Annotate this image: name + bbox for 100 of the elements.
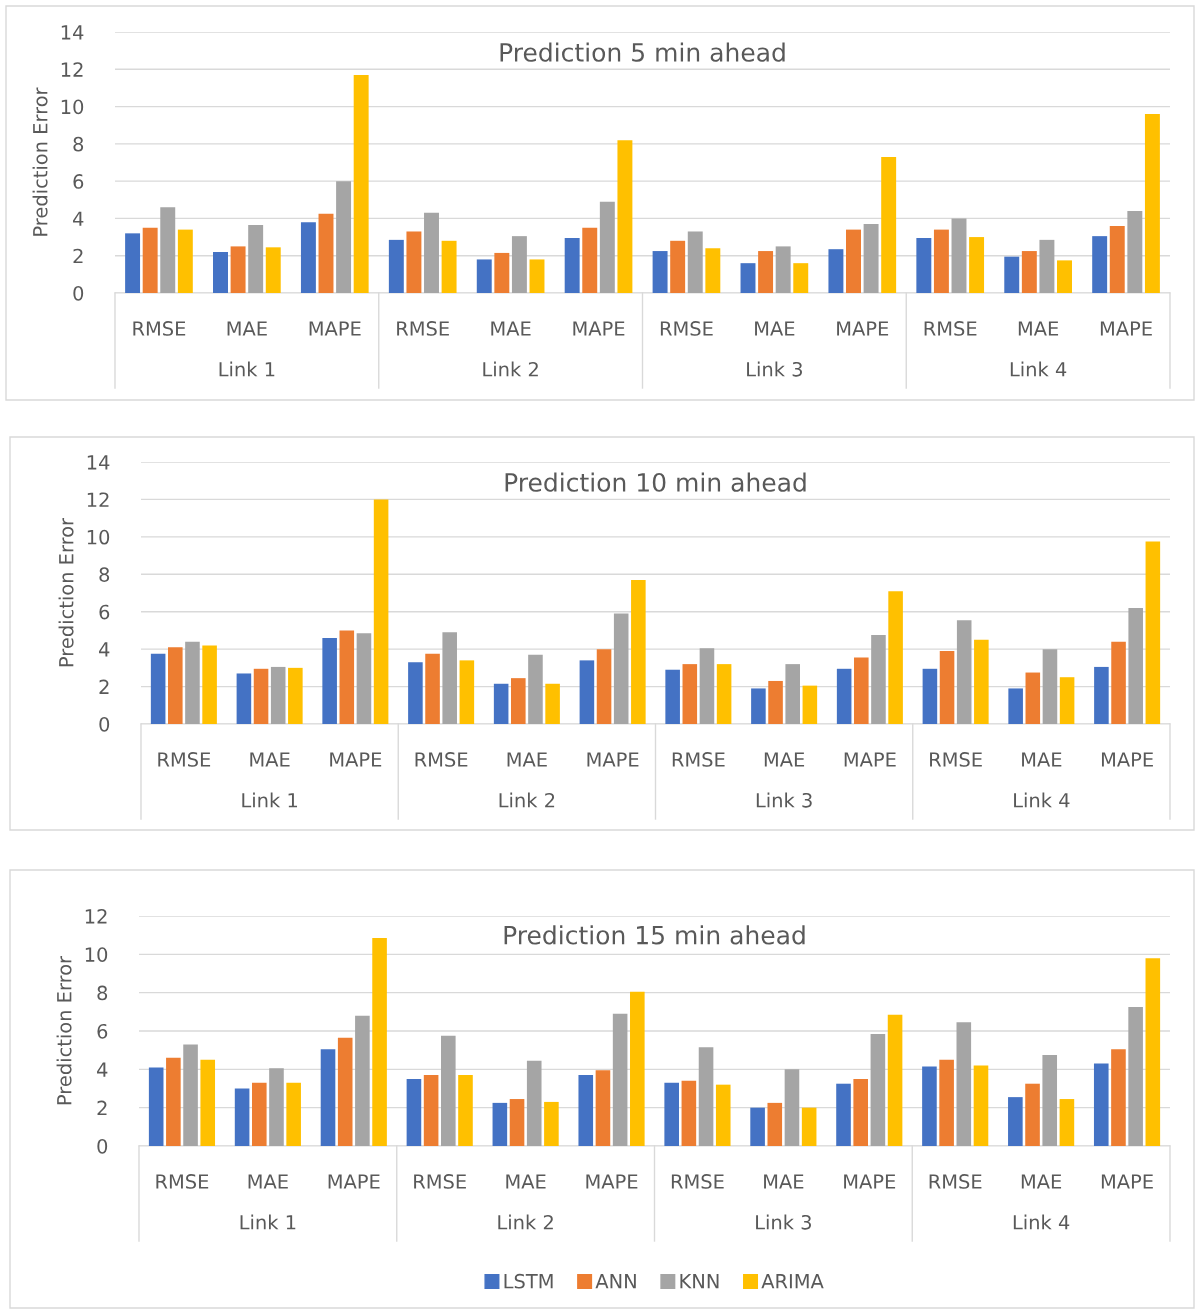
- legend-label: ARIMA: [761, 1274, 824, 1289]
- legend-label: ANN: [595, 1274, 636, 1289]
- bar: [185, 641, 200, 724]
- bar: [213, 251, 228, 293]
- y-tick-label: 14: [61, 25, 84, 40]
- bar: [1145, 541, 1161, 724]
- bar: [528, 654, 543, 724]
- x-tick-label: MAE: [227, 321, 267, 336]
- bar: [1008, 1097, 1023, 1146]
- bar: [871, 635, 886, 724]
- bar: [630, 991, 645, 1146]
- bar: [236, 673, 252, 724]
- bar: [544, 1101, 559, 1146]
- x-tick-label: RMSE: [660, 321, 713, 336]
- bar: [956, 620, 972, 724]
- bar: [922, 668, 938, 724]
- bar: [511, 236, 527, 293]
- x-tick-label: MAE: [764, 752, 805, 767]
- bar: [353, 74, 369, 293]
- bar: [1144, 114, 1160, 293]
- legend-label: LSTM: [504, 1273, 553, 1289]
- bar: [356, 633, 372, 724]
- x-tick-label: RMSE: [930, 752, 982, 767]
- bar: [1109, 225, 1125, 293]
- text: Link 4: [1013, 1214, 1070, 1230]
- text: Link 4: [1010, 361, 1067, 377]
- bar: [775, 246, 791, 293]
- bar: [698, 1047, 714, 1146]
- bar: [974, 639, 989, 724]
- x-tick-label: MAPE: [1101, 752, 1153, 767]
- x-tick-label: MAPE: [844, 752, 896, 767]
- bar: [599, 201, 615, 293]
- bar: [322, 637, 337, 724]
- x-tick-label: MAE: [507, 752, 547, 767]
- text: Link 1: [219, 361, 275, 377]
- bar: [1093, 1063, 1109, 1146]
- y-axis-title: Prediction Error: [56, 955, 72, 1105]
- bar: [888, 591, 903, 724]
- bar: [596, 649, 612, 724]
- x-tick-label: RMSE: [672, 752, 725, 767]
- x-tick-label: RMSE: [414, 1174, 466, 1189]
- bar: [1128, 1007, 1143, 1146]
- bar: [578, 1075, 594, 1146]
- bar: [836, 668, 852, 724]
- text: Link 3: [747, 361, 802, 377]
- x-tick-label: MAE: [250, 752, 290, 767]
- y-tick-label: 10: [85, 947, 108, 962]
- x-tick-label: RMSE: [156, 1174, 209, 1189]
- bar: [509, 1099, 525, 1146]
- x-tick-label: MAPE: [1100, 321, 1152, 336]
- bar: [168, 647, 183, 724]
- y-tick-label: 2: [99, 679, 109, 694]
- x-tick-label: MAPE: [844, 1174, 896, 1189]
- x-tick-label: RMSE: [929, 1174, 982, 1189]
- bar: [230, 246, 246, 293]
- bar: [493, 683, 509, 724]
- y-tick-label: 2: [97, 1100, 107, 1116]
- y-tick-label: 0: [73, 285, 84, 301]
- bar: [320, 1049, 336, 1146]
- x-tick-label: MAE: [1022, 752, 1062, 767]
- bar: [1042, 1054, 1058, 1146]
- y-tick-label: 6: [97, 1023, 108, 1039]
- text: Link 4: [1014, 792, 1070, 808]
- bar: [716, 664, 732, 724]
- bar: [973, 1065, 989, 1146]
- bar: [202, 645, 217, 724]
- bar: [494, 252, 510, 293]
- text: Link 3: [756, 1214, 811, 1230]
- x-tick-label: RMSE: [415, 752, 468, 767]
- x-tick-label: MAE: [491, 321, 531, 336]
- y-tick-label: 0: [99, 716, 110, 732]
- y-tick-label: 10: [61, 99, 84, 115]
- bar: [526, 1060, 542, 1146]
- bar: [529, 259, 545, 293]
- text: Link 3: [756, 792, 812, 808]
- bar: [1004, 256, 1020, 293]
- bar: [406, 231, 422, 293]
- bar: [715, 1084, 731, 1146]
- bar: [969, 237, 985, 293]
- x-tick-label: RMSE: [671, 1174, 724, 1189]
- bar: [423, 1075, 439, 1146]
- bar: [863, 224, 879, 293]
- bar: [234, 1088, 250, 1146]
- bar: [933, 229, 949, 293]
- bar: [388, 239, 404, 293]
- bar: [828, 249, 844, 293]
- bar: [177, 229, 193, 293]
- bar: [492, 1102, 508, 1146]
- y-axis-title: Prediction Error: [32, 87, 48, 236]
- y-tick-label: 8: [97, 985, 108, 1001]
- bar: [441, 1035, 456, 1146]
- x-tick-label: MAE: [764, 1174, 804, 1189]
- y-tick-label: 12: [87, 492, 109, 507]
- bar: [595, 1070, 611, 1146]
- x-tick-label: RMSE: [158, 752, 211, 767]
- bar: [1127, 210, 1143, 293]
- bar: [459, 660, 475, 724]
- bar: [166, 1057, 181, 1146]
- bar: [1092, 236, 1108, 293]
- bar: [564, 238, 580, 293]
